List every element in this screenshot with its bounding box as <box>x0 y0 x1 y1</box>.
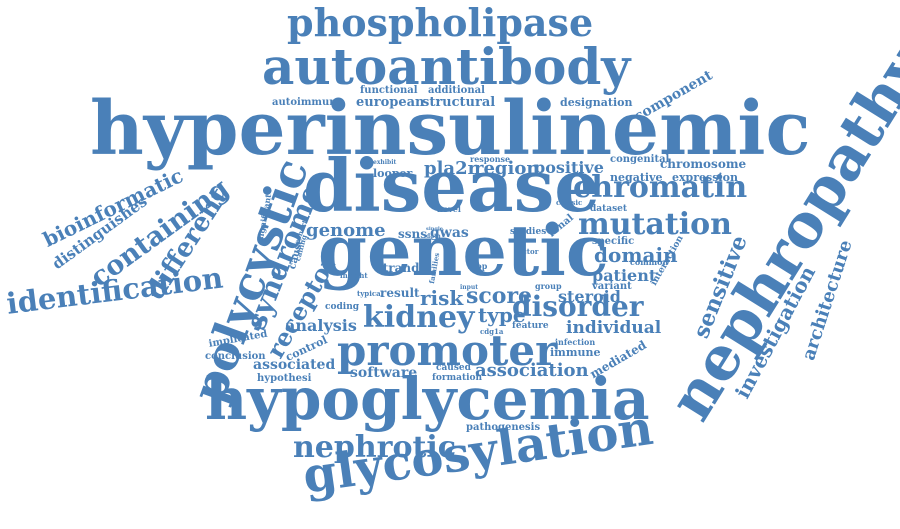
word-novel: novel <box>437 204 461 214</box>
word-immune: immune <box>550 346 601 359</box>
word-autoimmune: autoimmune <box>272 97 343 108</box>
word-autoantibody: autoantibody <box>262 37 631 96</box>
word-nephrotic: nephrotic <box>293 430 457 465</box>
word-specific: specific <box>592 236 635 247</box>
word-hypoglycemia: hypoglycemia <box>205 365 650 433</box>
word-looper: looper <box>373 167 413 180</box>
word-gwas: gwas <box>430 225 469 241</box>
word-patient: patient <box>592 266 657 285</box>
word-result: result <box>380 286 420 300</box>
word-pla2r: pla2r <box>424 158 478 179</box>
word-loop: loop <box>468 261 488 271</box>
word-additional: additional <box>428 85 485 96</box>
word-chromatin: chromatin <box>573 170 748 205</box>
word-type: type <box>478 303 526 327</box>
word-formation: formation <box>432 373 483 383</box>
word-data: data <box>426 233 441 240</box>
word-caused: caused <box>436 363 471 373</box>
word-exhibit: exhibit <box>373 159 397 166</box>
word-common: common <box>630 257 669 267</box>
word-hyperinsulinemic: hyperinsulinemic <box>90 86 811 172</box>
word-software: software <box>350 365 418 381</box>
word-coding: coding <box>325 302 360 312</box>
word-input: input <box>460 284 478 291</box>
word-factor: factor <box>515 247 539 256</box>
word-mutation: mutation <box>578 207 732 242</box>
word-associated: associated <box>253 357 336 373</box>
word-kidney: kidney <box>363 300 475 335</box>
word-disorder: disorder <box>512 290 644 323</box>
word-analysis: analysis <box>285 316 357 335</box>
word-negative: negative <box>610 171 663 184</box>
word-individual: individual <box>566 318 662 338</box>
word-expression: expression <box>672 171 738 184</box>
word-response: response <box>470 154 511 164</box>
word-positive: positive <box>534 158 604 177</box>
word-dataset: dataset <box>590 204 628 214</box>
word-genome: genome <box>306 220 386 241</box>
word-congenital: congenital <box>610 154 670 165</box>
word-variant: variant <box>592 281 632 292</box>
word-cdg1a: cdg1a <box>480 327 504 336</box>
word-designation: designation <box>560 96 633 109</box>
word-functional: functional <box>360 85 418 96</box>
word-domain: domain <box>594 243 678 267</box>
word-insight: insight <box>340 271 368 280</box>
word-european: european <box>356 95 425 110</box>
word-typical: typical <box>357 289 384 298</box>
word-structural: structural <box>422 95 496 110</box>
word-infection: infection <box>555 337 596 347</box>
word-pathogenesis: pathogenesis <box>466 422 541 433</box>
word-classic: classic <box>556 198 583 207</box>
word-group: group <box>535 281 562 291</box>
word-genetic: genetic <box>318 209 609 292</box>
word-promoter: promoter <box>337 326 558 375</box>
word-strand: strand <box>376 261 420 275</box>
word-disease: disease <box>303 143 601 228</box>
word-single: single <box>426 226 443 232</box>
word-ssns: ssns <box>398 227 427 241</box>
word-hypothesi: hypothesi <box>257 373 312 384</box>
word-conclusion: conclusion <box>205 351 266 362</box>
word-chromosome: chromosome <box>660 157 747 171</box>
word-risk: risk <box>420 286 464 310</box>
word-phospholipase: phospholipase <box>287 0 594 45</box>
word-feature: feature <box>512 321 549 331</box>
word-association: association <box>475 360 589 381</box>
word-steroid: steroid <box>558 287 621 306</box>
word-region: region <box>474 158 540 179</box>
word-score: score <box>466 283 533 309</box>
word-studies: studies <box>510 227 547 237</box>
